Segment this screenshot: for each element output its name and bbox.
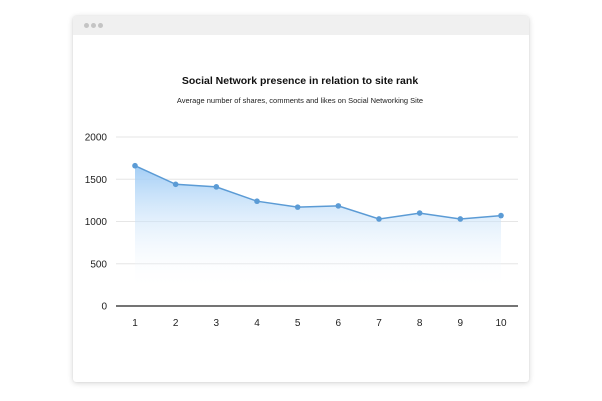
x-tick-label: 10 [495,318,507,329]
x-tick-label: 4 [254,318,260,329]
data-point [172,181,179,188]
series-line [134,165,502,220]
y-tick-label: 500 [90,259,107,270]
data-point [376,216,382,222]
y-tick-label: 1000 [85,217,108,228]
x-tick-label: 6 [336,318,342,329]
y-tick-label: 1500 [85,175,108,186]
x-tick-label: 3 [214,318,220,329]
data-point [335,203,342,209]
x-tick-label: 5 [295,318,301,329]
data-point [254,198,260,205]
y-axis-ticks: 0 500 1000 1500 2000 [85,133,108,313]
data-points [132,162,504,222]
data-point [457,216,464,222]
window-titlebar [73,16,529,35]
window-dot-icon [91,23,96,28]
x-tick-label: 2 [173,318,179,329]
y-tick-label: 2000 [85,133,108,144]
data-point [294,204,301,210]
chart-subtitle: Average number of shares, comments and l… [177,96,423,105]
x-tick-label: 8 [417,318,423,329]
area-fill [135,165,501,290]
data-point [498,212,504,219]
data-point [213,184,220,190]
y-tick-label: 0 [101,302,107,313]
x-axis-ticks: 1 2 3 4 5 6 7 8 9 10 [132,318,507,329]
data-point [132,162,138,169]
x-tick-label: 7 [376,318,382,329]
x-tick-label: 9 [458,318,464,329]
window-dot-icon [84,23,89,28]
data-point [416,210,423,216]
x-tick-label: 1 [132,318,138,329]
window-dot-icon [98,23,103,28]
chart-title: Social Network presence in relation to s… [182,75,418,87]
